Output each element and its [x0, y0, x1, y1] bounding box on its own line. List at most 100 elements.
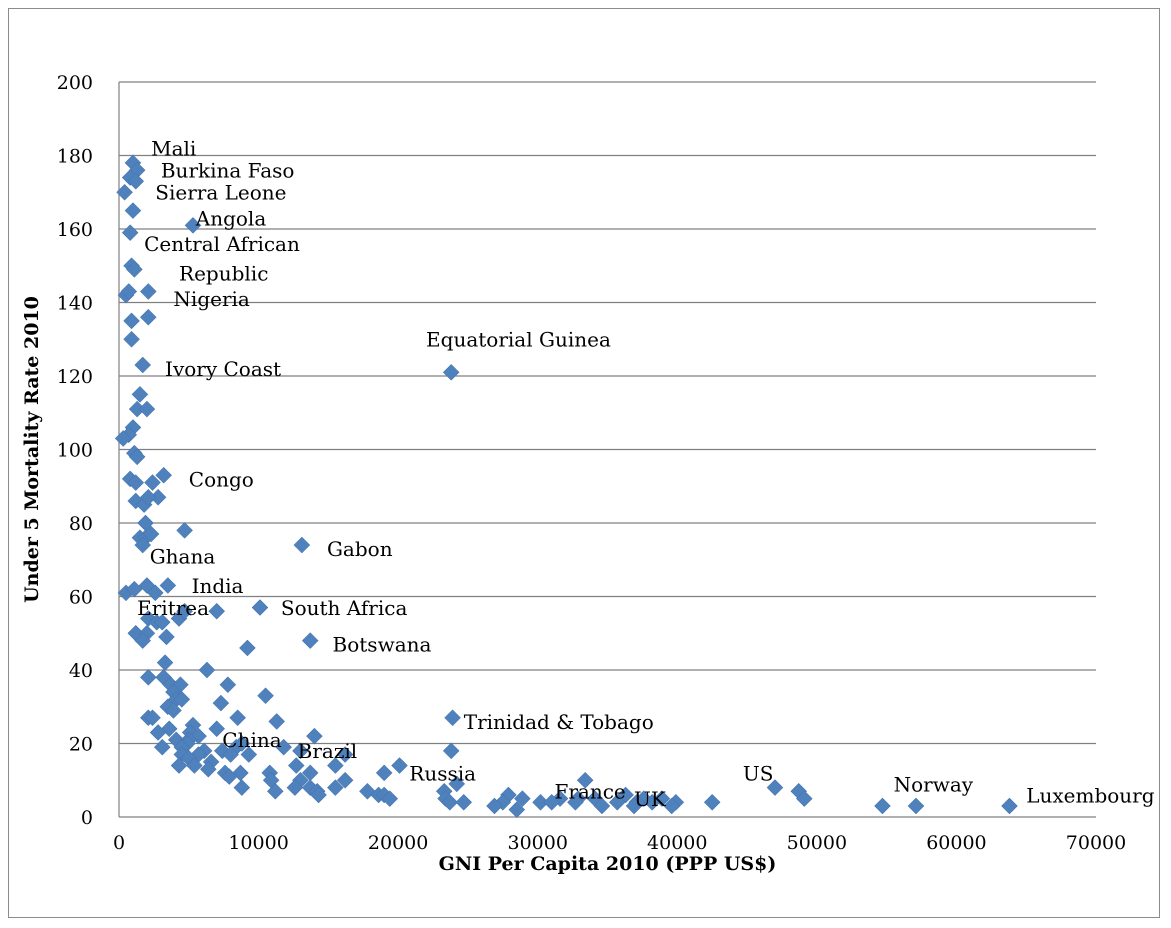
country-label: Burkina Faso — [161, 159, 295, 183]
data-point — [144, 709, 161, 727]
data-point — [220, 768, 238, 785]
country-label: Ghana — [150, 544, 216, 568]
data-point — [543, 793, 561, 811]
data-point — [170, 757, 188, 774]
data-point — [508, 801, 526, 819]
data-point — [874, 797, 891, 815]
y-tick-label: 60 — [69, 587, 93, 609]
data-point — [233, 779, 251, 796]
data-points — [114, 154, 1018, 819]
x-tick-label: 70000 — [1066, 832, 1126, 854]
data-point — [127, 474, 145, 491]
data-point — [486, 797, 503, 815]
y-axis-title: Under 5 Mortality Rate 2010 — [21, 296, 43, 603]
data-point — [286, 779, 304, 796]
data-point — [176, 602, 193, 620]
x-tick-label: 40000 — [647, 832, 707, 854]
data-point — [336, 746, 354, 763]
country-label: Norway — [894, 772, 974, 796]
x-axis-ticks: 0 10000 20000 30000 40000 50000 60000 70000 — [113, 832, 1126, 854]
data-point — [239, 639, 256, 657]
country-label: Nigeria — [173, 287, 249, 311]
y-tick-label: 20 — [69, 734, 93, 756]
data-point — [165, 702, 182, 719]
data-point — [149, 724, 167, 741]
data-point — [608, 793, 626, 811]
x-tick-label: 30000 — [507, 832, 567, 854]
data-point — [159, 577, 177, 594]
data-point — [124, 202, 142, 219]
data-point — [139, 488, 157, 506]
data-point — [643, 793, 661, 811]
data-point — [153, 738, 171, 756]
data-point — [229, 709, 246, 727]
data-point — [310, 786, 327, 804]
country-label: Republic — [179, 261, 268, 285]
x-tick-label: 20000 — [368, 832, 428, 854]
country-label: Botswana — [333, 633, 432, 657]
country-label: UK — [634, 787, 667, 811]
country-label: Luxembourg — [1026, 783, 1155, 807]
data-point — [153, 613, 171, 631]
data-point — [173, 691, 191, 708]
data-point — [766, 779, 784, 796]
data-point — [134, 356, 152, 374]
country-label: Central African — [144, 232, 300, 256]
data-point — [125, 580, 143, 598]
data-point — [233, 735, 251, 752]
data-point — [257, 687, 274, 705]
data-point — [326, 757, 344, 774]
data-point — [156, 654, 174, 672]
data-point — [158, 628, 175, 646]
data-point — [155, 466, 173, 484]
data-point — [391, 757, 408, 774]
data-point — [703, 793, 721, 811]
data-point — [186, 757, 203, 774]
data-point — [123, 312, 140, 330]
data-point — [146, 584, 164, 602]
country-label: South Africa — [281, 596, 408, 620]
data-point — [138, 400, 156, 418]
data-point — [120, 283, 138, 300]
country-label: Mali — [151, 137, 196, 161]
data-point — [326, 779, 344, 796]
data-point — [593, 797, 611, 815]
country-label: Angola — [195, 206, 267, 230]
data-point — [134, 632, 152, 649]
data-point — [514, 790, 531, 807]
country-label: Eritrea — [137, 596, 209, 620]
data-point — [198, 661, 216, 679]
data-point — [268, 713, 286, 730]
country-label: India — [192, 574, 244, 598]
data-point — [176, 521, 193, 539]
data-point — [1001, 797, 1018, 815]
data-point — [208, 602, 226, 620]
data-point — [208, 720, 226, 738]
data-point — [576, 771, 594, 789]
data-point — [144, 474, 161, 491]
country-label: Equatorial Guinea — [426, 328, 611, 352]
data-point — [448, 775, 466, 793]
y-tick-label: 0 — [81, 807, 93, 829]
x-axis-title: GNI Per Capita 2010 (PPP US$) — [439, 853, 777, 875]
data-point — [663, 797, 681, 815]
data-point — [142, 525, 160, 543]
country-label: Congo — [189, 467, 254, 491]
y-tick-label: 40 — [69, 660, 93, 682]
data-point — [275, 738, 293, 756]
data-point — [131, 386, 149, 403]
x-tick-label: 0 — [113, 832, 125, 854]
x-tick-label: 10000 — [228, 832, 288, 854]
y-tick-label: 100 — [57, 440, 93, 462]
data-point — [293, 536, 311, 554]
data-point — [444, 709, 461, 727]
data-point — [134, 536, 152, 554]
data-point — [625, 797, 643, 815]
data-point — [306, 727, 323, 745]
data-point — [292, 742, 309, 760]
data-point — [139, 283, 157, 300]
country-label: Gabon — [327, 537, 393, 561]
data-point — [114, 430, 132, 447]
